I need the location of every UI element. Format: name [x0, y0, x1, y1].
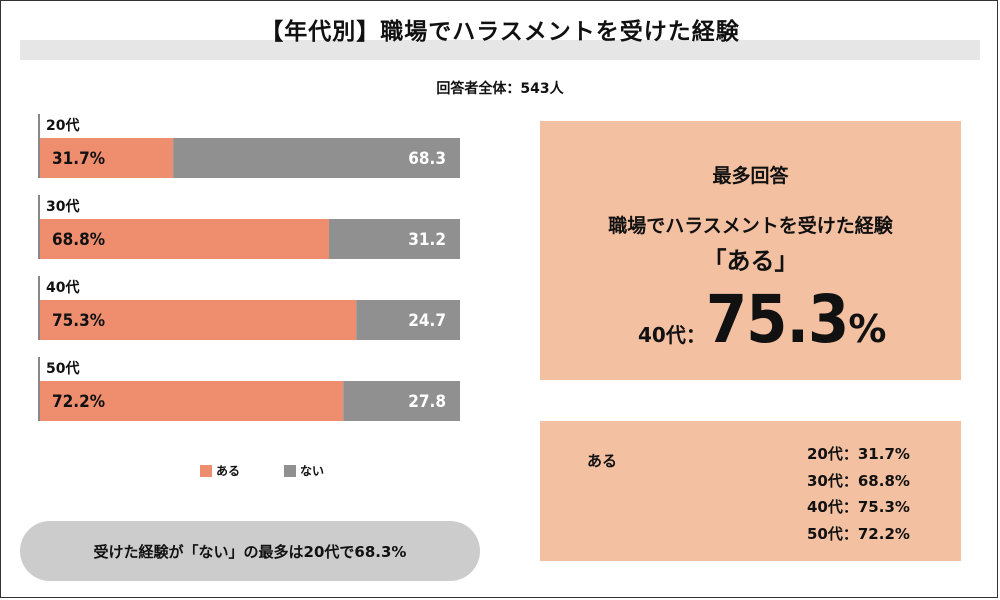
summary-item: 40代：75.3% [807, 498, 910, 516]
summary-pill: 受けた経験が「ない」の最多は20代で68.3% [20, 521, 480, 581]
summary-item: 30代：68.8% [807, 471, 910, 490]
summary-list: 20代：31.7% 30代：68.8% 40代：75.3% 50代：72.2% [807, 441, 910, 547]
highlight-heading: 最多回答 [712, 165, 789, 187]
bar-label-nai: 27.8 [408, 392, 446, 412]
row-divider [38, 357, 40, 421]
bar-label-nai: 31.2 [408, 230, 446, 250]
highlight-unit: % [848, 307, 887, 351]
legend-swatch [284, 464, 296, 477]
summary-pill-text: 受けた経験が「ない」の最多は20代で68.3% [93, 542, 407, 561]
summary-item: 20代：31.7% [807, 445, 910, 463]
title-band [20, 40, 980, 60]
bar-aru [40, 138, 174, 178]
bar-nai [356, 300, 460, 340]
respondent-count: 回答者全体：543人 [436, 81, 564, 97]
legend-item: ない [284, 462, 324, 479]
category-label: 50代 [46, 361, 80, 377]
summary-label: ある [587, 452, 618, 470]
bar-nai [328, 219, 460, 259]
bar-aru [40, 381, 344, 421]
bar-label-aru: 31.7% [52, 149, 105, 169]
bar-label-aru: 68.8% [52, 230, 105, 250]
category-label: 20代 [46, 118, 80, 134]
legend-item: ある [200, 462, 240, 479]
highlight-age: 40代： [638, 323, 706, 347]
category-label: 30代 [46, 199, 80, 215]
highlight-line2: 「ある」 [702, 247, 799, 275]
category-label: 40代 [46, 280, 80, 296]
bar-label-nai: 68.3 [408, 149, 446, 169]
highlight-value: 75.3 [705, 281, 850, 358]
summary-item: 50代：72.2% [807, 524, 910, 543]
row-divider [38, 276, 40, 340]
bar-aru [40, 219, 329, 259]
bar-aru [40, 300, 357, 340]
legend-label: ない [300, 464, 325, 478]
bar-label-aru: 75.3% [52, 311, 105, 331]
summary-box: ある 20代：31.7% 30代：68.8% 40代：75.3% 50代：72.… [540, 421, 961, 561]
bar-label-aru: 72.2% [52, 392, 105, 412]
bar-nai [173, 138, 460, 178]
legend-label: ある [216, 464, 241, 478]
chart-title: 【年代別】職場でハラスメントを受けた経験 [260, 19, 740, 45]
highlight-value-row: 40代：75.3% [638, 281, 886, 358]
bar-nai [343, 381, 460, 421]
bar-label-nai: 24.7 [408, 311, 446, 331]
highlight-line1: 職場でハラスメントを受けた経験 [608, 215, 893, 237]
row-divider [38, 114, 40, 178]
legend-swatch [200, 464, 212, 477]
highlight-box: 最多回答 職場でハラスメントを受けた経験 「ある」 40代：75.3% [540, 121, 961, 380]
row-divider [38, 195, 40, 259]
